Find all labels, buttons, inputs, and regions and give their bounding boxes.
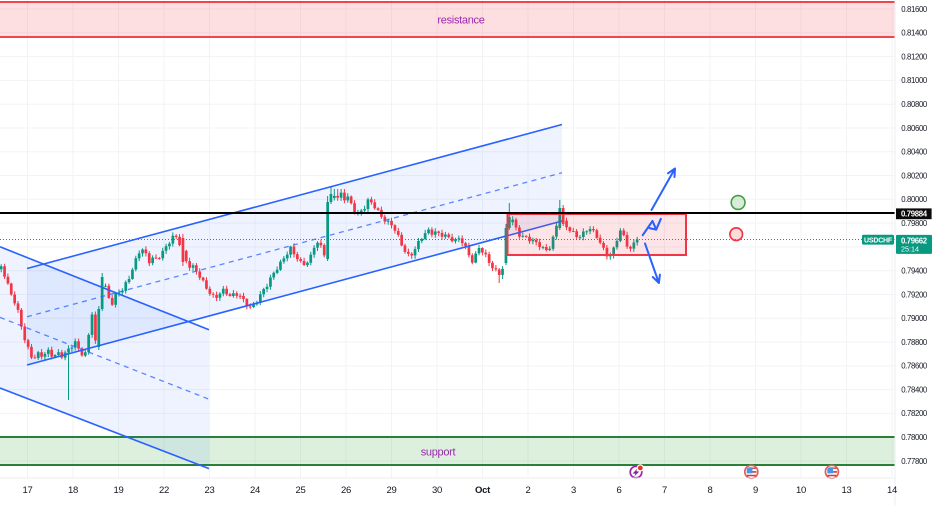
svg-text:0.79662: 0.79662 — [901, 236, 928, 245]
svg-text:0.78400: 0.78400 — [901, 385, 928, 394]
svg-text:0.78600: 0.78600 — [901, 362, 928, 371]
svg-text:9: 9 — [753, 485, 758, 496]
svg-text:0.78800: 0.78800 — [901, 338, 928, 347]
svg-text:24: 24 — [250, 485, 260, 496]
svg-text:25:14: 25:14 — [901, 244, 919, 253]
svg-text:support: support — [421, 447, 456, 459]
svg-text:26: 26 — [341, 485, 351, 496]
svg-text:0.79000: 0.79000 — [901, 314, 928, 323]
svg-text:0.80600: 0.80600 — [901, 124, 928, 133]
svg-text:17: 17 — [23, 485, 33, 496]
svg-text:0.80800: 0.80800 — [901, 100, 928, 109]
svg-text:Oct: Oct — [475, 485, 491, 496]
svg-text:0.78000: 0.78000 — [901, 433, 928, 442]
svg-text:0.79884: 0.79884 — [901, 210, 928, 219]
svg-text:3: 3 — [571, 485, 576, 496]
svg-text:0.77800: 0.77800 — [901, 457, 928, 466]
svg-text:0.81200: 0.81200 — [901, 52, 928, 61]
svg-text:0.81000: 0.81000 — [901, 76, 928, 85]
svg-text:0.81400: 0.81400 — [901, 29, 928, 38]
svg-text:10: 10 — [796, 485, 806, 496]
svg-text:19: 19 — [114, 485, 124, 496]
svg-text:0.79800: 0.79800 — [901, 219, 928, 228]
svg-text:7: 7 — [662, 485, 667, 496]
svg-text:6: 6 — [617, 485, 622, 496]
svg-text:0.79400: 0.79400 — [901, 267, 928, 276]
svg-text:0.79200: 0.79200 — [901, 290, 928, 299]
svg-text:0.81600: 0.81600 — [901, 5, 928, 14]
svg-text:2: 2 — [526, 485, 531, 496]
svg-text:18: 18 — [68, 485, 78, 496]
svg-text:0.80400: 0.80400 — [901, 148, 928, 157]
svg-text:29: 29 — [387, 485, 397, 496]
svg-text:8: 8 — [708, 485, 713, 496]
svg-text:0.78200: 0.78200 — [901, 409, 928, 418]
svg-text:25: 25 — [296, 485, 306, 496]
svg-text:0.80000: 0.80000 — [901, 195, 928, 204]
svg-text:14: 14 — [887, 485, 897, 496]
svg-text:USDCHF: USDCHF — [864, 238, 893, 245]
svg-text:0.80200: 0.80200 — [901, 171, 928, 180]
svg-text:22: 22 — [159, 485, 169, 496]
svg-text:resistance: resistance — [437, 15, 484, 27]
svg-text:23: 23 — [205, 485, 215, 496]
svg-text:13: 13 — [842, 485, 852, 496]
svg-text:30: 30 — [432, 485, 442, 496]
